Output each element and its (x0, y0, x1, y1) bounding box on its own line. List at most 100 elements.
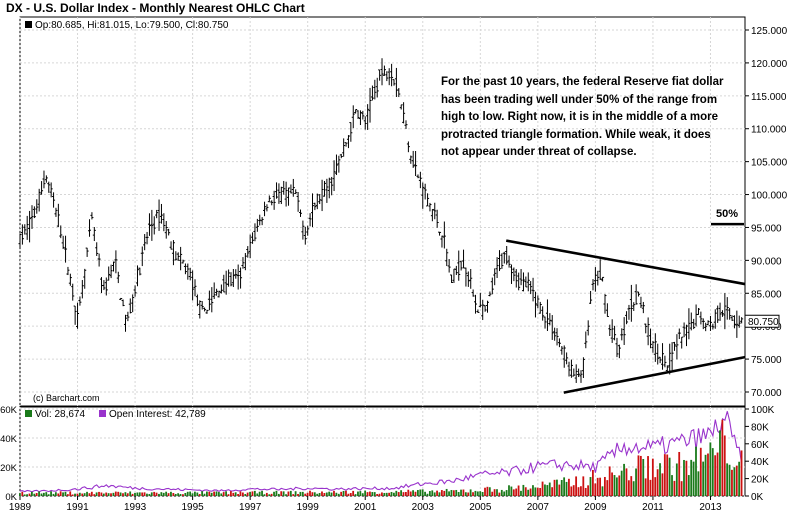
volume-bar (189, 491, 192, 496)
volume-bar (740, 450, 743, 496)
volume-bar (340, 491, 343, 496)
volume-bar (702, 461, 705, 496)
time-tick-label: 1993 (124, 502, 147, 513)
volume-bar (309, 490, 311, 496)
volume-bar (611, 472, 613, 496)
volume-bar (215, 491, 218, 496)
volume-bar (517, 485, 520, 496)
volume-bar (594, 483, 597, 496)
volume-bar (100, 492, 103, 496)
volume-bar (38, 491, 40, 496)
volume-tick-label: 0K (5, 492, 17, 503)
volume-bar (282, 491, 285, 496)
volume-bar (613, 475, 616, 496)
volume-bar (580, 486, 582, 496)
volume-bar (301, 491, 304, 496)
volume-bar (544, 484, 546, 496)
volume-bar (719, 430, 721, 496)
volume-bar (165, 491, 168, 496)
volume-bar (726, 463, 729, 496)
volume-bar (122, 493, 124, 496)
volume-bar (253, 490, 256, 496)
volume-bar (596, 477, 599, 496)
volume-bar (143, 492, 146, 496)
volume-bar (69, 491, 72, 496)
volume-bar (277, 493, 280, 496)
volume-bar (366, 492, 369, 496)
volume-bar (292, 494, 295, 496)
volume-bar (265, 492, 268, 496)
volume-bar (647, 456, 649, 496)
volume-bar (467, 492, 470, 496)
volume-bar (378, 493, 381, 496)
volume-bar (110, 493, 112, 496)
time-tick-label: 2001 (354, 502, 377, 513)
volume-bar (728, 464, 731, 496)
volume-bar (333, 490, 335, 496)
volume-bar (150, 492, 153, 496)
time-tick-label: 1999 (297, 502, 320, 513)
volume-bar (428, 491, 431, 496)
volume-bar (721, 419, 724, 496)
volume-bar (93, 494, 96, 496)
volume-bar (539, 487, 542, 496)
trendlines (505, 239, 746, 394)
volume-bar (618, 475, 621, 496)
volume-bar (318, 493, 321, 496)
volume-bar (220, 493, 223, 496)
volume-bar (697, 471, 700, 496)
annotation-text: For the past 10 years, the federal Reser… (441, 74, 741, 162)
volume-bar (668, 457, 671, 496)
volume-bar (680, 481, 683, 496)
volume-bar (505, 490, 508, 496)
volume-bar (313, 492, 316, 496)
volume-bar (153, 491, 156, 496)
volume-bar (184, 493, 187, 496)
volume-bar (565, 481, 568, 496)
volume-bar (421, 489, 424, 496)
volume-bar (213, 491, 215, 496)
ohlc-bars (18, 58, 744, 383)
volume-bar (577, 487, 580, 496)
time-tick-label: 1997 (239, 502, 262, 513)
volume-bar (524, 487, 527, 496)
volume-bar (177, 493, 180, 496)
volume-bar (548, 482, 551, 496)
price-tick-label: 85.000 (751, 289, 782, 300)
volume-bar (409, 491, 412, 496)
volume-bar (306, 492, 309, 496)
volume-bar (560, 479, 563, 496)
volume-bar (460, 489, 462, 496)
volume-bar (30, 491, 33, 496)
volume-bar (584, 487, 587, 496)
volume-bar (508, 485, 510, 496)
volume-bar (690, 459, 693, 496)
volume-bar (141, 492, 144, 496)
volume-bar (249, 491, 251, 496)
volume-bar (158, 493, 160, 496)
volume-bar (342, 490, 345, 496)
volume-bar (194, 491, 196, 496)
volume-bar (407, 489, 410, 496)
time-tick-label: 2009 (584, 502, 607, 513)
volume-bar (275, 490, 278, 496)
price-legend: Op:80.685, Hi:81.015, Lo:79.500, Cl:80.7… (35, 20, 229, 31)
volume-bar (179, 494, 182, 496)
volume-bar (491, 491, 494, 496)
volume-bar (661, 473, 664, 496)
volume-bar (98, 491, 100, 496)
volume-bar (735, 465, 738, 496)
volume-bar (393, 492, 395, 496)
volume-bar (280, 491, 283, 496)
volume-bar (402, 492, 405, 496)
volume-bar (354, 494, 357, 496)
volume-bar (642, 458, 645, 496)
volume-tick-label: 20K (0, 463, 18, 474)
volume-bar (349, 493, 352, 496)
volume-bar (436, 490, 438, 496)
volume-bar (261, 490, 263, 496)
volume-bar (59, 491, 62, 496)
volume-bar (119, 492, 122, 496)
volume-bar (170, 491, 172, 496)
volume-bar (146, 493, 148, 496)
